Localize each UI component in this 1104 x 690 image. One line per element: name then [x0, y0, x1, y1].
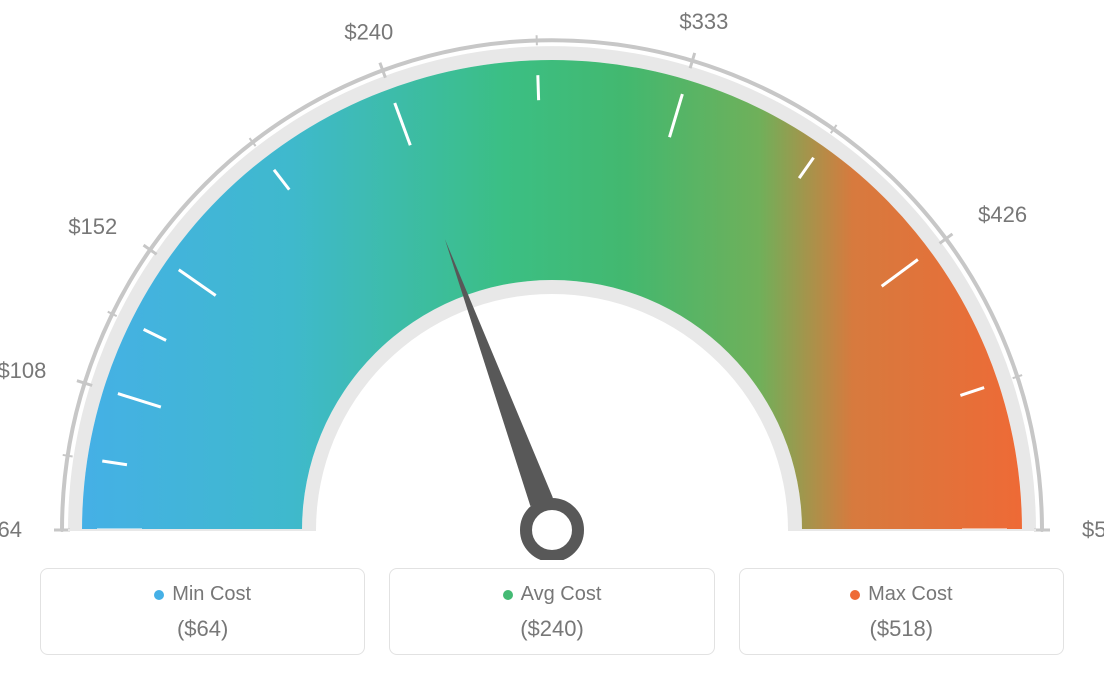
gauge-hub [526, 504, 578, 556]
legend-row: Min Cost ($64) Avg Cost ($240) Max Cost … [0, 568, 1104, 655]
legend-avg-label: Avg Cost [503, 583, 602, 606]
legend-max-value: ($518) [740, 616, 1063, 642]
gauge-tick-label: $108 [0, 358, 46, 383]
gauge-tick-label: $64 [0, 517, 22, 542]
gauge-tick-label: $518 [1082, 517, 1104, 542]
gauge-tick-label: $152 [68, 214, 117, 239]
gauge-svg: $64 $108 $152 $240 $333 $426 $518 [0, 0, 1104, 560]
legend-min-value: ($64) [41, 616, 364, 642]
legend-max-label: Max Cost [850, 583, 952, 606]
legend-card-min: Min Cost ($64) [40, 568, 365, 655]
legend-avg-value: ($240) [390, 616, 713, 642]
legend-card-avg: Avg Cost ($240) [389, 568, 714, 655]
cost-gauge: $64 $108 $152 $240 $333 $426 $518 [0, 0, 1104, 560]
gauge-tick-label: $426 [978, 202, 1027, 227]
gauge-tick-label: $333 [679, 9, 728, 34]
legend-min-label: Min Cost [154, 583, 251, 606]
gauge-tick-label: $240 [344, 20, 393, 45]
legend-card-max: Max Cost ($518) [739, 568, 1064, 655]
gauge-color-arc [82, 60, 1022, 530]
